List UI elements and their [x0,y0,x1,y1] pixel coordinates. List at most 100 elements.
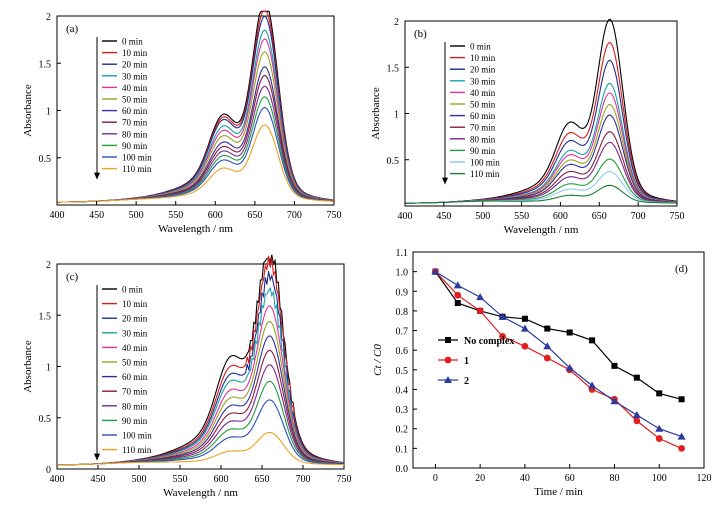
y-tick-label: 1.5 [39,311,52,322]
x-tick-label: 500 [132,474,147,485]
legend-label: 90 min [122,416,148,426]
y-axis-label: Absorbance [22,84,34,137]
x-tick-label: 600 [208,210,223,221]
legend-label: 70 min [122,118,148,128]
panel-c: 400 450 500 550 600 650 700 750 0 0.5 1 1.5 2 Wavelen… [22,254,352,499]
legend-label: 50 min [470,100,496,110]
spectrum-curve-0-min [405,18,678,204]
spectrum-curve-110-min [57,431,344,466]
legend-label: 60 min [122,106,148,116]
panel-label: (d) [675,263,688,275]
legend-label: 90 min [470,146,496,156]
series-line-2 [435,271,682,438]
y-tick-label: 0.5 [396,366,409,377]
data-point [678,444,686,452]
y-tick-label: 0.8 [396,307,409,318]
y-tick-label: 0.6 [396,346,409,357]
data-point [633,417,641,425]
x-tick-label: 450 [436,211,451,222]
y-tick-label: 0.7 [396,327,409,338]
legend-label: 90 min [122,141,148,151]
spectrum-curve-0-min [57,254,345,466]
y-tick-label: 2 [46,260,51,271]
spectrum-curve-70-min [405,131,677,204]
time-arrow-head [94,172,100,180]
x-tick-label: 700 [631,211,646,222]
x-tick-label: 550 [168,210,183,221]
x-tick-label: 450 [91,474,106,485]
data-point [677,432,686,440]
x-axis-label: Wavelength / nm [504,224,579,236]
data-point [632,410,641,418]
data-point [589,337,596,344]
x-tick-label: 400 [398,211,413,222]
legend-label: 2 [464,376,469,387]
x-tick-label: 700 [296,474,311,485]
x-tick-label: 400 [50,210,65,221]
data-point [431,267,440,275]
legend-label: 30 min [122,328,148,338]
panel-d: 0 20 40 60 80 100 120 0.0 0.1 0.2 0.3 0.4 0.5 0.6 0.7 0… [372,248,712,498]
data-point [655,424,664,432]
legend-label: 60 min [470,111,496,121]
legend-label: 20 min [122,314,148,324]
x-tick-label: 600 [553,211,568,222]
x-axis-label: Time / min [534,486,583,498]
y-tick-label: 0.0 [396,464,409,475]
data-point [499,333,506,340]
y-tick-label: 0.2 [396,425,409,436]
spectrum-curve-10-min [57,255,345,466]
panel-a: 400 450 500 550 600 650 700 750 0.5 1 1.5 2 Waveleng… [22,10,342,235]
x-tick-label: 20 [475,473,485,484]
data-point [544,325,551,332]
legend-label: No complex [464,336,514,347]
legend-label: 100 min [122,431,152,441]
legend-label: 80 min [470,134,496,144]
x-axis-label: Wavelength / nm [158,223,233,235]
legend-label: 100 min [470,158,500,168]
legend-label: 50 min [122,95,148,105]
y-tick-label: 0.5 [39,414,52,425]
legend-label: 40 min [122,83,148,93]
legend-label: 0 min [122,285,143,295]
legend-label: 70 min [122,387,148,397]
y-tick-label: 2 [394,17,399,28]
legend-marker [444,376,452,383]
data-point [656,390,663,397]
legend-label: 110 min [470,169,500,179]
time-arrow-head [442,177,448,185]
x-tick-label: 600 [214,474,229,485]
series-line-0 [434,271,682,400]
panel-label: (b) [414,28,427,40]
y-tick-label: 0.1 [396,444,409,455]
legend-label: 10 min [122,48,148,58]
legend-label: 20 min [122,60,148,70]
panel-label: (c) [66,271,79,283]
data-point [566,329,573,336]
data-point [588,381,597,389]
x-tick-label: 650 [255,474,270,485]
x-axis-label: Wavelength / nm [163,487,238,499]
legend-label: 60 min [122,372,148,382]
legend-label: 110 min [122,164,152,174]
y-tick-label: 1 [46,363,51,374]
y-tick-label: 0 [46,465,51,476]
legend-label: 70 min [470,123,496,133]
x-tick-label: 550 [514,211,529,222]
data-point [454,291,462,299]
x-tick-label: 750 [670,211,685,222]
x-tick-label: 500 [129,210,144,221]
x-tick-label: 750 [327,210,342,221]
spectrum-curve-60-min [57,66,335,203]
y-axis-label: Absorbance [370,87,382,140]
legend-label: 0 min [122,37,143,47]
x-tick-label: 700 [287,210,302,221]
data-point [521,342,529,350]
legend-label: 40 min [122,343,148,353]
x-tick-label: 80 [609,473,619,484]
y-tick-label: 0.3 [396,405,409,416]
y-tick-label: 0.4 [396,385,409,396]
series-line-1 [434,271,682,449]
data-point [543,354,551,362]
